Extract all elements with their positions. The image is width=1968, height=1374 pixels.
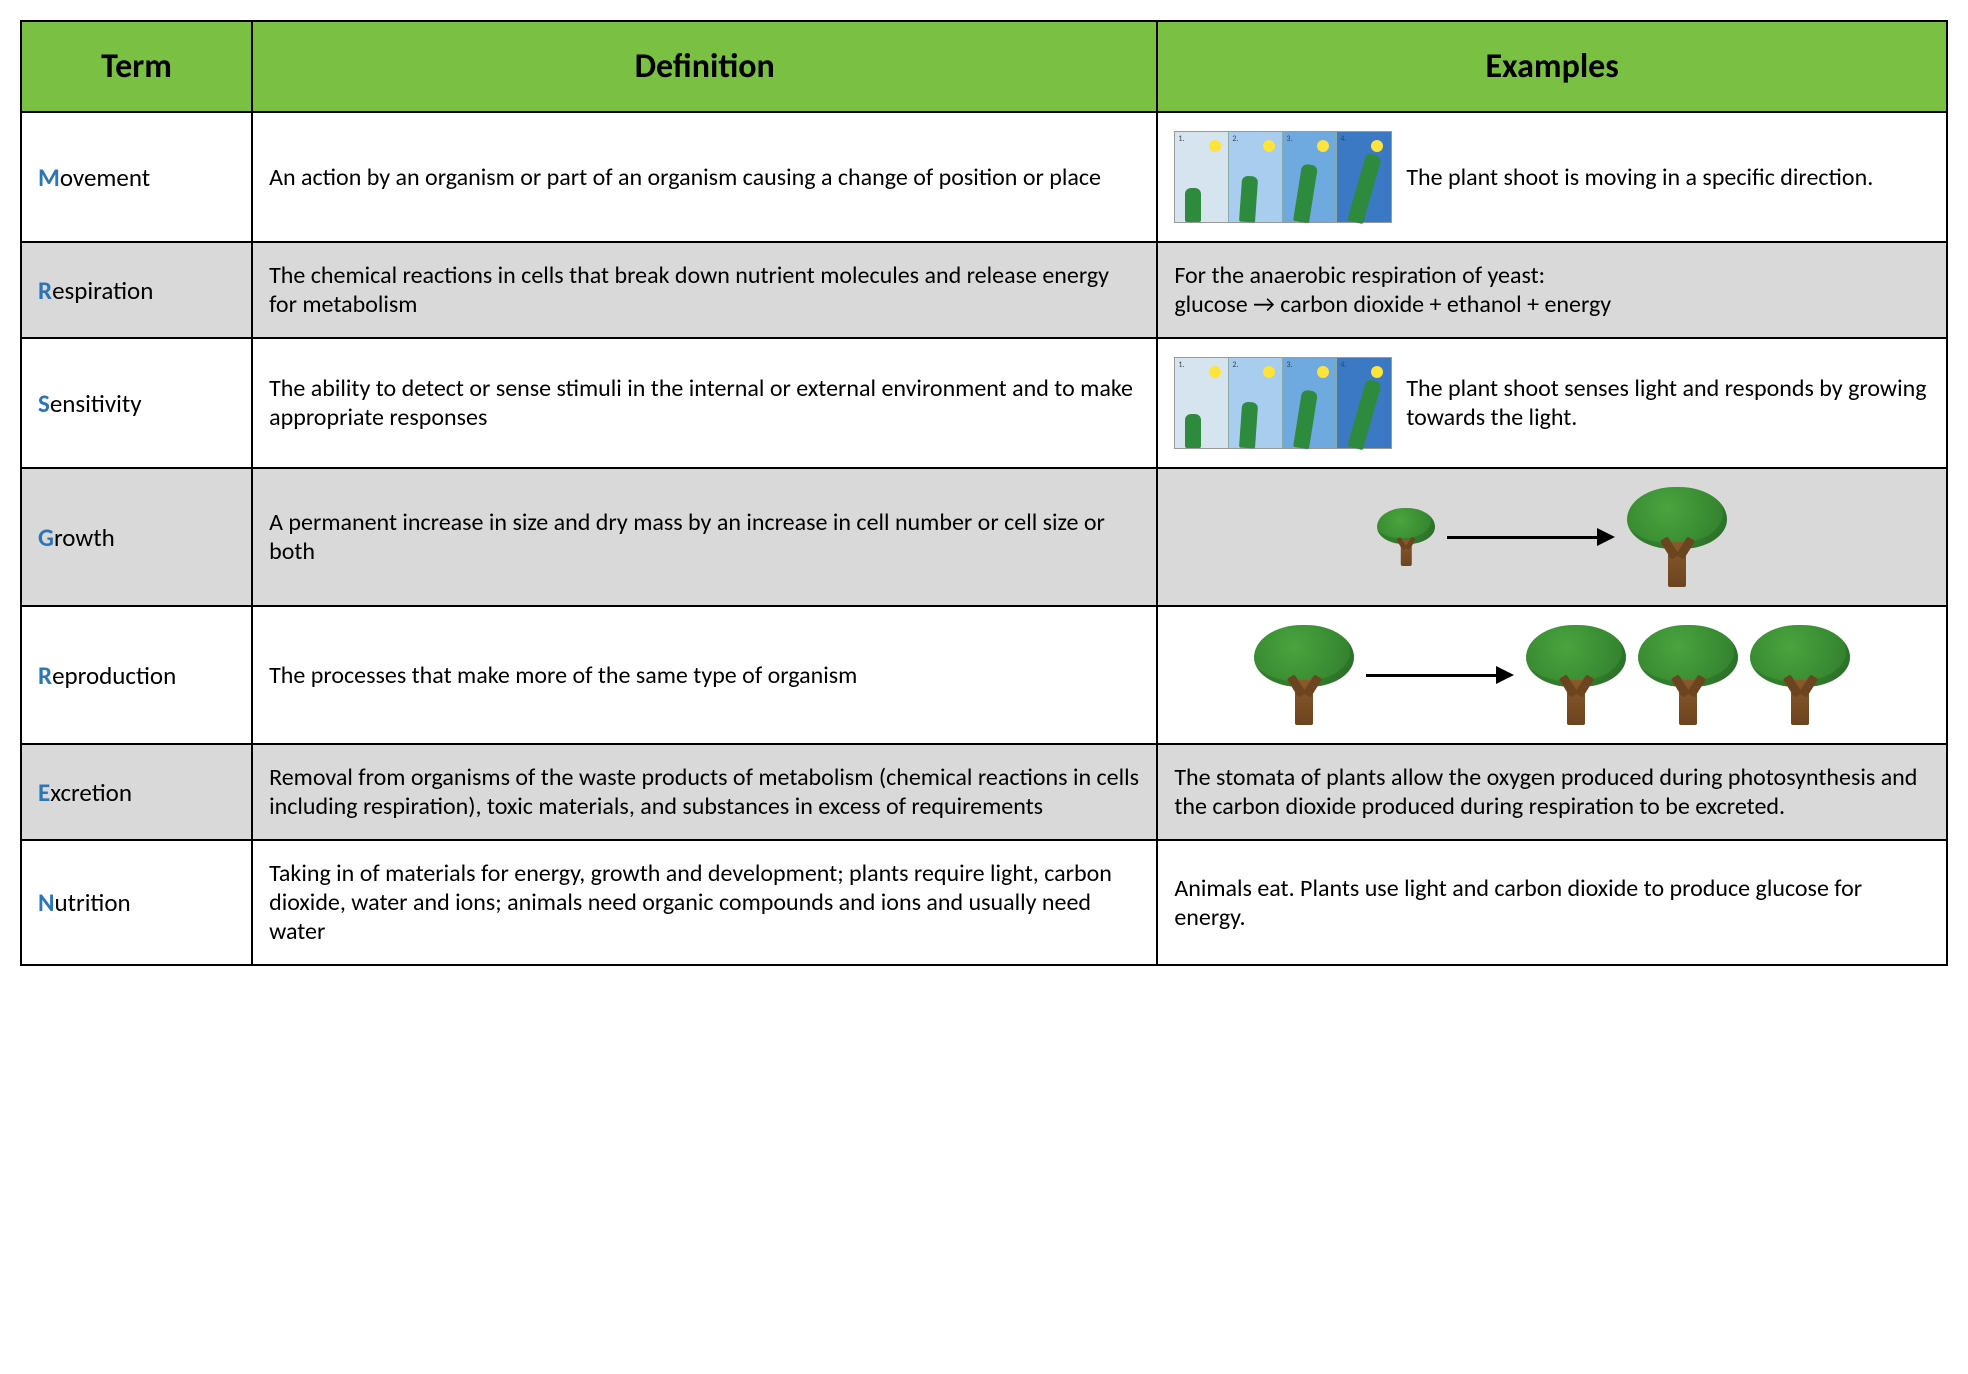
term-first-letter: E <box>38 777 50 808</box>
growth-diagram <box>1174 487 1930 587</box>
term-first-letter: G <box>38 522 54 553</box>
definition-cell: Removal from organisms of the waste prod… <box>252 744 1157 840</box>
example-cell: The stomata of plants allow the oxygen p… <box>1157 744 1947 840</box>
tree-icon <box>1627 487 1727 587</box>
example-cell <box>1157 606 1947 744</box>
term-rest: xcretion <box>50 777 132 808</box>
header-term: Term <box>21 21 252 112</box>
header-row: Term Definition Examples <box>21 21 1947 112</box>
tree-icon <box>1638 625 1738 725</box>
table-row: NutritionTaking in of materials for ener… <box>21 840 1947 965</box>
term-cell: Respiration <box>21 242 252 338</box>
term-rest: espiration <box>52 275 153 306</box>
term-first-letter: R <box>38 660 52 691</box>
example-text: Animals eat. Plants use light and carbon… <box>1174 874 1930 932</box>
tree-icon <box>1254 625 1354 725</box>
table-row: ReproductionThe processes that make more… <box>21 606 1947 744</box>
term-first-letter: M <box>38 162 60 193</box>
term-first-letter: N <box>38 887 54 918</box>
term-rest: ensitivity <box>50 388 142 419</box>
example-text: The plant shoot is moving in a specific … <box>1406 163 1930 192</box>
term-cell: Growth <box>21 468 252 606</box>
definition-cell: Taking in of materials for energy, growt… <box>252 840 1157 965</box>
example-text: The plant shoot senses light and respond… <box>1406 374 1930 432</box>
term-cell: Reproduction <box>21 606 252 744</box>
example-cell: Animals eat. Plants use light and carbon… <box>1157 840 1947 965</box>
term-cell: Nutrition <box>21 840 252 965</box>
term-rest: ovement <box>60 162 150 193</box>
arrow-icon <box>1366 666 1514 684</box>
definition-cell: A permanent increase in size and dry mas… <box>252 468 1157 606</box>
example-text: For the anaerobic respiration of yeast: … <box>1174 261 1930 319</box>
term-rest: utrition <box>54 887 130 918</box>
example-cell: For the anaerobic respiration of yeast: … <box>1157 242 1947 338</box>
term-first-letter: R <box>38 275 52 306</box>
tree-icon <box>1750 625 1850 725</box>
example-text: The stomata of plants allow the oxygen p… <box>1174 763 1930 821</box>
definition-cell: The processes that make more of the same… <box>252 606 1157 744</box>
definition-cell: The chemical reactions in cells that bre… <box>252 242 1157 338</box>
table-row: SensitivityThe ability to detect or sens… <box>21 338 1947 468</box>
term-first-letter: S <box>38 388 50 419</box>
header-definition: Definition <box>252 21 1157 112</box>
table-row: RespirationThe chemical reactions in cel… <box>21 242 1947 338</box>
term-rest: eproduction <box>52 660 176 691</box>
tree-icon <box>1526 625 1626 725</box>
table-row: ExcretionRemoval from organisms of the w… <box>21 744 1947 840</box>
definition-cell: An action by an organism or part of an o… <box>252 112 1157 242</box>
header-examples: Examples <box>1157 21 1947 112</box>
term-cell: Excretion <box>21 744 252 840</box>
definition-cell: The ability to detect or sense stimuli i… <box>252 338 1157 468</box>
table-row: GrowthA permanent increase in size and d… <box>21 468 1947 606</box>
table-row: MovementAn action by an organism or part… <box>21 112 1947 242</box>
mrs-gren-table: Term Definition Examples MovementAn acti… <box>20 20 1948 966</box>
example-cell: 1.2.3.4.The plant shoot senses light and… <box>1157 338 1947 468</box>
term-cell: Sensitivity <box>21 338 252 468</box>
tree-icon <box>1377 508 1435 566</box>
reproduction-diagram <box>1174 625 1930 725</box>
term-cell: Movement <box>21 112 252 242</box>
example-cell: 1.2.3.4. The plant shoot is moving in a s… <box>1157 112 1947 242</box>
arrow-icon <box>1447 528 1615 546</box>
term-rest: rowth <box>54 522 115 553</box>
phototropism-diagram: 1.2.3.4. <box>1174 357 1392 449</box>
example-cell <box>1157 468 1947 606</box>
phototropism-diagram: 1.2.3.4. <box>1174 131 1392 223</box>
